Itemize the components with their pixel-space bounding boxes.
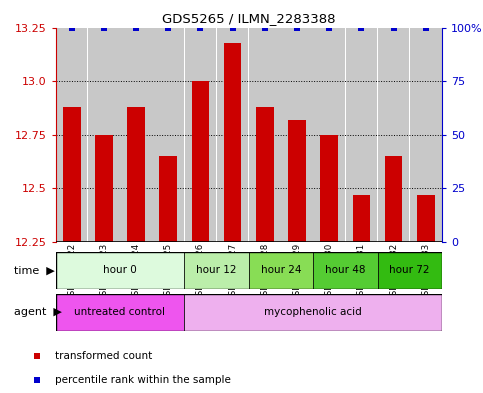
- Text: hour 48: hour 48: [325, 265, 366, 275]
- Bar: [256, 107, 274, 242]
- Bar: [88, 28, 120, 242]
- Bar: [313, 28, 345, 242]
- Bar: [152, 28, 153, 242]
- Bar: [385, 156, 402, 242]
- Bar: [313, 252, 378, 289]
- Bar: [353, 195, 370, 242]
- Bar: [249, 252, 313, 289]
- Bar: [345, 28, 346, 242]
- Bar: [87, 28, 88, 242]
- Bar: [417, 195, 435, 242]
- Bar: [378, 252, 442, 289]
- Bar: [248, 28, 249, 242]
- Bar: [249, 28, 281, 242]
- Bar: [320, 135, 338, 242]
- Bar: [288, 119, 306, 242]
- Text: hour 12: hour 12: [196, 265, 237, 275]
- Text: agent  ▶: agent ▶: [14, 307, 62, 317]
- Text: hour 72: hour 72: [389, 265, 430, 275]
- Bar: [185, 294, 442, 331]
- Bar: [56, 252, 185, 289]
- Bar: [185, 28, 216, 242]
- Bar: [377, 28, 378, 242]
- Text: transformed count: transformed count: [55, 351, 152, 361]
- Bar: [159, 156, 177, 242]
- Bar: [152, 28, 185, 242]
- Text: hour 24: hour 24: [261, 265, 301, 275]
- Text: hour 0: hour 0: [103, 265, 137, 275]
- Text: untreated control: untreated control: [74, 307, 166, 317]
- Bar: [127, 107, 145, 242]
- Text: mycophenolic acid: mycophenolic acid: [264, 307, 362, 317]
- Bar: [281, 28, 313, 242]
- Bar: [224, 42, 242, 242]
- Bar: [56, 28, 88, 242]
- Title: GDS5265 / ILMN_2283388: GDS5265 / ILMN_2283388: [162, 12, 336, 25]
- Bar: [56, 294, 185, 331]
- Bar: [120, 28, 152, 242]
- Bar: [216, 28, 249, 242]
- Bar: [184, 28, 185, 242]
- Text: percentile rank within the sample: percentile rank within the sample: [55, 375, 230, 385]
- Text: time  ▶: time ▶: [14, 265, 55, 275]
- Bar: [378, 28, 410, 242]
- Bar: [95, 135, 113, 242]
- Bar: [216, 28, 217, 242]
- Bar: [410, 28, 442, 242]
- Bar: [192, 81, 209, 242]
- Bar: [63, 107, 81, 242]
- Bar: [185, 252, 249, 289]
- Bar: [345, 28, 378, 242]
